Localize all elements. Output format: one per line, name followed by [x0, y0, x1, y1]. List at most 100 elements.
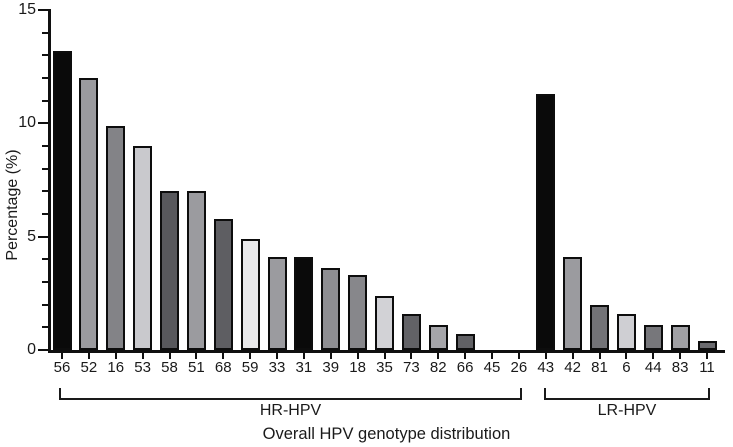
x-tick-label-68: 68 — [214, 359, 232, 376]
bar-hpv-51 — [186, 191, 206, 350]
x-tick-label-26: 26 — [510, 359, 528, 376]
x-tick — [329, 353, 332, 359]
y-minor-tick — [42, 280, 48, 283]
bar-hpv-81 — [590, 305, 609, 350]
bar-hpv-59 — [240, 239, 260, 350]
bar-hpv-35 — [375, 296, 394, 350]
x-tick-label-58: 58 — [161, 359, 178, 376]
x-tick — [141, 353, 144, 359]
y-tick-label: 0 — [27, 341, 36, 358]
y-axis-title: Percentage (%) — [4, 149, 21, 261]
x-tick — [61, 353, 63, 359]
x-tick — [517, 353, 520, 359]
bar-hpv-42 — [563, 257, 583, 350]
y-minor-tick — [42, 167, 48, 170]
bar-hpv-31 — [294, 257, 314, 350]
x-tick-label-16: 16 — [107, 359, 125, 376]
x-tick-label-52: 52 — [80, 359, 98, 376]
bar-hpv-56 — [52, 51, 72, 350]
y-minor-tick — [42, 258, 48, 261]
y-minor-tick — [42, 212, 48, 215]
x-tick — [652, 353, 655, 359]
x-tick — [544, 353, 547, 359]
hr-hpv-group-bracket — [59, 388, 522, 400]
bar-hpv-6 — [616, 314, 636, 350]
x-axis-line — [48, 350, 725, 353]
x-tick — [464, 353, 467, 359]
lr-hpv-group-label: LR-HPV — [597, 402, 657, 419]
bar-hpv-82 — [428, 325, 448, 350]
x-tick — [571, 353, 574, 359]
x-tick — [222, 353, 225, 359]
x-tick-label-35: 35 — [376, 359, 393, 376]
x-tick-label-6: 6 — [622, 359, 631, 376]
x-tick — [249, 353, 252, 359]
y-major-tick — [38, 349, 48, 351]
x-tick-label-82: 82 — [429, 359, 447, 376]
x-tick-label-53: 53 — [134, 359, 151, 376]
x-tick-label-59: 59 — [241, 359, 259, 376]
y-minor-tick — [42, 303, 48, 306]
x-tick — [114, 353, 117, 359]
x-tick-label-31: 31 — [295, 359, 313, 376]
x-tick — [679, 353, 682, 359]
x-tick — [491, 353, 493, 359]
bar-hpv-16 — [106, 126, 126, 350]
x-tick-label-44: 44 — [644, 359, 662, 376]
bar-hpv-52 — [79, 78, 99, 350]
hr-hpv-group-label: HR-HPV — [259, 402, 322, 419]
bar-hpv-73 — [401, 314, 421, 350]
x-tick-label-18: 18 — [349, 359, 366, 376]
y-major-tick — [38, 8, 48, 11]
x-tick — [437, 353, 440, 359]
x-tick — [276, 353, 278, 359]
bar-hpv-66 — [455, 334, 475, 350]
x-tick-label-73: 73 — [403, 359, 420, 376]
y-minor-tick — [42, 144, 48, 147]
y-minor-tick — [42, 326, 48, 329]
y-major-tick — [38, 235, 48, 238]
y-minor-tick — [42, 99, 48, 102]
y-tick-label: 5 — [27, 227, 36, 245]
x-tick — [625, 353, 628, 359]
bar-hpv-33 — [267, 257, 287, 350]
bar-hpv-53 — [133, 146, 153, 350]
x-tick-label-83: 83 — [671, 359, 689, 376]
x-tick — [410, 353, 413, 359]
y-axis-line — [48, 9, 51, 353]
y-minor-tick — [42, 76, 48, 79]
x-tick — [168, 353, 171, 359]
x-tick-label-45: 45 — [483, 359, 501, 376]
bar-hpv-68 — [213, 219, 233, 350]
x-tick — [87, 353, 90, 359]
x-tick-label-33: 33 — [268, 359, 286, 376]
x-tick — [195, 353, 198, 359]
chart-title: Overall HPV genotype distribution — [262, 425, 511, 443]
x-tick — [383, 353, 386, 359]
x-tick — [356, 353, 359, 359]
x-tick-label-81: 81 — [591, 359, 608, 376]
x-tick — [706, 353, 708, 359]
y-major-tick — [38, 122, 48, 125]
bar-hpv-83 — [670, 325, 690, 350]
y-tick-label: 15 — [18, 0, 36, 18]
x-tick — [302, 353, 305, 359]
x-tick-label-39: 39 — [322, 359, 340, 376]
bar-hpv-18 — [348, 275, 368, 350]
y-minor-tick — [42, 31, 48, 34]
lr-hpv-group-bracket — [544, 388, 710, 400]
x-tick-label-43: 43 — [537, 359, 555, 376]
x-tick-label-56: 56 — [53, 359, 71, 376]
y-tick-label: 10 — [18, 114, 36, 132]
x-tick-label-42: 42 — [564, 359, 581, 376]
bar-hpv-39 — [321, 268, 341, 350]
bar-hpv-58 — [160, 191, 179, 350]
bar-hpv-43 — [536, 94, 556, 350]
bar-hpv-44 — [643, 325, 663, 350]
y-minor-tick — [42, 54, 48, 57]
x-tick-label-66: 66 — [456, 359, 474, 376]
x-tick — [598, 353, 601, 359]
bar-hpv-11 — [697, 341, 717, 350]
x-tick-label-11: 11 — [699, 359, 715, 376]
